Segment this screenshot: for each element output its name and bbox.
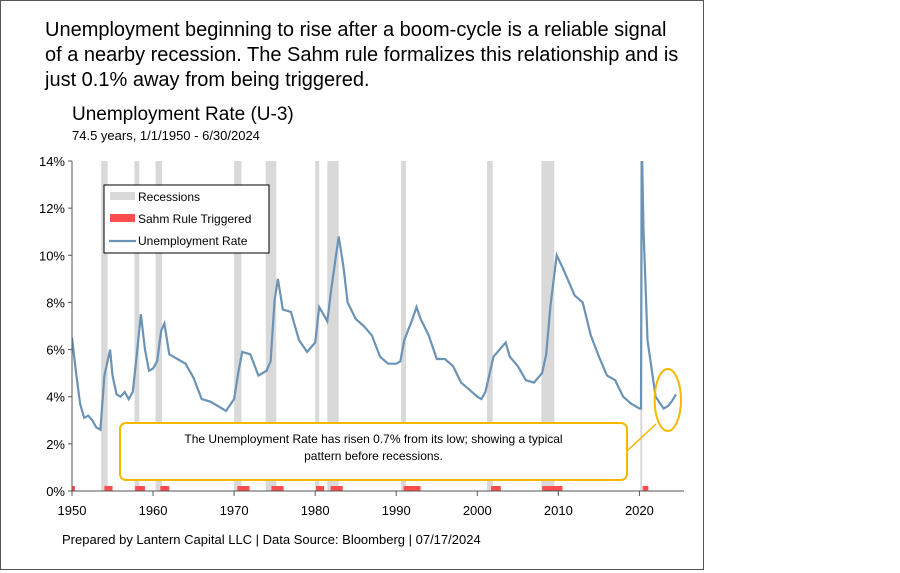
x-tick-label: 1960 xyxy=(139,503,168,518)
y-tick-label: 0% xyxy=(46,484,65,499)
legend: Recessions Sahm Rule Triggered Unemploymen… xyxy=(103,184,270,254)
sahm-trigger-bar xyxy=(160,486,170,491)
annotation-highlight-ellipse xyxy=(653,368,682,432)
sahm-trigger-bar xyxy=(642,486,649,491)
recession-band xyxy=(155,161,162,491)
legend-label: Recessions xyxy=(138,190,200,204)
y-tick-label: 14% xyxy=(39,154,65,169)
legend-swatch-recessions xyxy=(110,192,135,200)
y-tick-label: 10% xyxy=(39,248,65,263)
sahm-trigger-bar xyxy=(237,486,250,491)
y-tick-label: 12% xyxy=(39,201,65,216)
sahm-trigger-bar xyxy=(491,486,501,491)
chart-title: Unemployment Rate (U-3) xyxy=(72,104,294,125)
sahm-trigger-bar xyxy=(330,486,343,491)
sahm-trigger-bar xyxy=(104,486,113,491)
x-tick-label: 1970 xyxy=(220,503,249,518)
headline: Unemployment beginning to rise after a b… xyxy=(45,19,679,91)
legend-swatch-sahm xyxy=(110,214,135,222)
sahm-trigger-bar xyxy=(403,486,421,491)
frame xyxy=(0,0,704,570)
x-tick-label: 1990 xyxy=(382,503,411,518)
sahm-trigger-bar xyxy=(315,486,325,491)
sahm-trigger-bar xyxy=(271,486,284,491)
chart-subtitle: 74.5 years, 1/1/1950 - 6/30/2024 xyxy=(72,128,260,143)
recession-band xyxy=(101,161,108,491)
annotation-text: The Unemployment Rate has risen 0.7% fro… xyxy=(184,432,563,463)
unemployment-rate-line xyxy=(72,161,677,432)
x-tick-label: 1980 xyxy=(301,503,330,518)
legend-label: Sahm Rule Triggered xyxy=(138,212,251,226)
recession-band xyxy=(265,161,277,491)
y-tick-label: 8% xyxy=(46,295,65,310)
sahm-trigger-bar xyxy=(542,486,563,491)
y-tick-label: 6% xyxy=(46,343,65,358)
legend-label: Unemployment Rate xyxy=(138,234,248,248)
x-tick-label: 2000 xyxy=(463,503,492,518)
annotation-connector xyxy=(626,423,657,452)
annotation-box xyxy=(119,422,628,481)
x-tick-label: 2020 xyxy=(625,503,654,518)
x-tick-label: 2010 xyxy=(544,503,573,518)
x-tick-label: 1950 xyxy=(58,503,87,518)
sahm-trigger-bar xyxy=(135,486,145,491)
recession-band xyxy=(327,161,339,491)
y-tick-label: 2% xyxy=(46,437,65,452)
sahm-trigger-bar xyxy=(72,486,75,491)
recession-band xyxy=(134,161,140,491)
recession-band xyxy=(401,161,406,491)
annotation-text-container: The Unemployment Rate has risen 0.7% fro… xyxy=(184,432,563,463)
recession-band xyxy=(234,161,242,491)
recession-band xyxy=(487,161,493,491)
footer: Prepared by Lantern Capital LLC | Data S… xyxy=(62,532,481,547)
y-tick-label: 4% xyxy=(46,390,65,405)
